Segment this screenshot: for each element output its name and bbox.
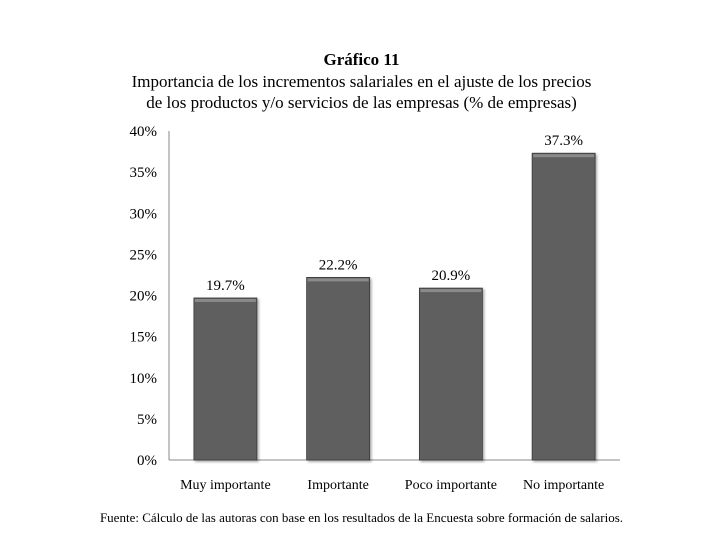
bar [193,297,258,461]
bar [418,287,483,461]
bar-bevel [533,154,595,158]
chart-subtitle-line-1: Importancia de los incrementos salariale… [131,72,592,91]
bar-bevel [420,289,482,293]
y-tick-label: 5% [137,412,157,428]
y-tick-label: 10% [130,371,158,387]
y-tick-label: 15% [130,330,158,346]
data-label: 37.3% [544,133,583,149]
data-label: 22.2% [319,257,358,273]
chart-title: Gráfico 11 [323,50,400,69]
x-tick-label: No importante [523,478,604,493]
bar [531,152,596,461]
y-tick-label: 40% [130,124,158,140]
y-tick-label: 25% [130,247,158,263]
source-note: Fuente: Cálculo de las autoras con base … [99,510,624,525]
data-label: 20.9% [432,268,471,284]
y-tick-label: 30% [130,206,158,222]
bar [306,277,371,461]
bar-bevel [194,298,256,302]
data-label: 19.7% [206,278,245,294]
chart-subtitle-line-2: de los productos y/o servicios de las em… [146,93,577,112]
y-tick-label: 20% [130,289,158,305]
x-tick-label: Poco importante [405,478,497,493]
bar-bevel [307,278,369,282]
y-tick-label: 0% [137,453,157,469]
x-tick-label: Importante [307,478,368,493]
y-tick-label: 35% [130,165,158,181]
x-tick-label: Muy importante [180,478,271,493]
